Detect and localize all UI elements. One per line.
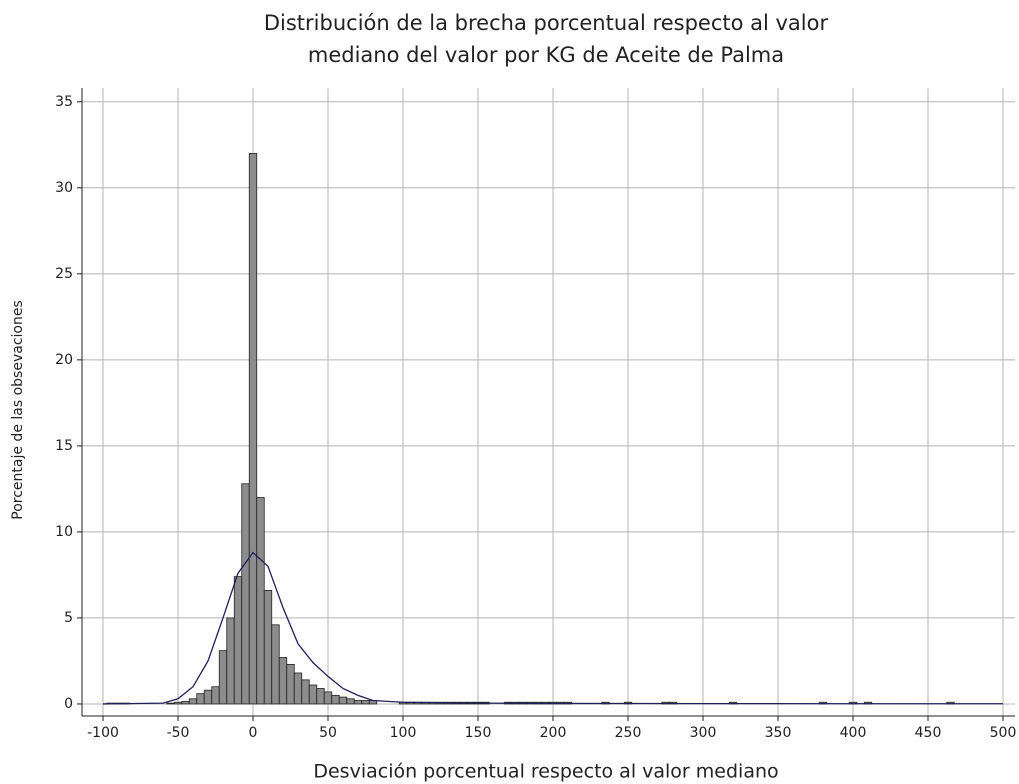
bar (338, 696, 348, 705)
bar (196, 693, 205, 705)
bar (286, 663, 295, 705)
bar (271, 624, 280, 705)
x-tick-label: 350 (765, 725, 792, 741)
y-tick-label: 30 (55, 180, 73, 196)
bar (308, 684, 318, 705)
bar (301, 679, 310, 705)
bar (218, 650, 228, 705)
density-curve (102, 551, 1004, 705)
chart-title: Distribución de la brecha porcentual res… (264, 11, 829, 35)
y-tick-label: 25 (55, 266, 73, 282)
x-tick-label: 450 (915, 725, 942, 741)
bar (361, 700, 370, 705)
bar (353, 700, 363, 705)
x-axis-label: Desviación porcentual respecto al valor … (313, 761, 778, 783)
bar (181, 700, 190, 705)
chart-title: mediano del valor por KG de Aceite de Pa… (308, 43, 784, 67)
x-tick-label: 250 (615, 725, 642, 741)
bar (316, 688, 325, 705)
bar (233, 576, 243, 705)
bar (173, 701, 183, 705)
y-axis-label: Porcentaje de las obsevaciones (10, 300, 26, 519)
bar (203, 689, 213, 705)
y-tick-label: 35 (55, 94, 73, 110)
x-tick-label: 300 (690, 725, 717, 741)
bar (226, 617, 235, 705)
x-tick-label: 500 (990, 725, 1017, 741)
x-tick-label: 150 (465, 725, 492, 741)
x-tick-label: -50 (167, 725, 190, 741)
x-tick-label: 200 (540, 725, 567, 741)
x-tick-label: 100 (390, 725, 417, 741)
y-tick-label: 0 (64, 696, 73, 712)
bar (166, 702, 175, 705)
x-tick-label: -100 (87, 725, 119, 741)
y-tick-label: 5 (64, 610, 73, 626)
bar (256, 497, 265, 705)
y-tick-label: 10 (55, 524, 73, 540)
y-tick-label: 20 (55, 352, 73, 368)
bar (241, 483, 250, 705)
bar (331, 694, 340, 705)
x-tick-label: 400 (840, 725, 867, 741)
bar (263, 590, 273, 705)
x-tick-label: 0 (249, 725, 258, 741)
bar (188, 698, 198, 705)
y-tick-label: 15 (55, 438, 73, 454)
x-tick-label: 50 (319, 725, 337, 741)
bar (346, 698, 355, 705)
bar (293, 672, 303, 705)
bar (248, 152, 258, 705)
bar (278, 657, 288, 705)
bar (323, 691, 333, 705)
bar (211, 686, 220, 705)
